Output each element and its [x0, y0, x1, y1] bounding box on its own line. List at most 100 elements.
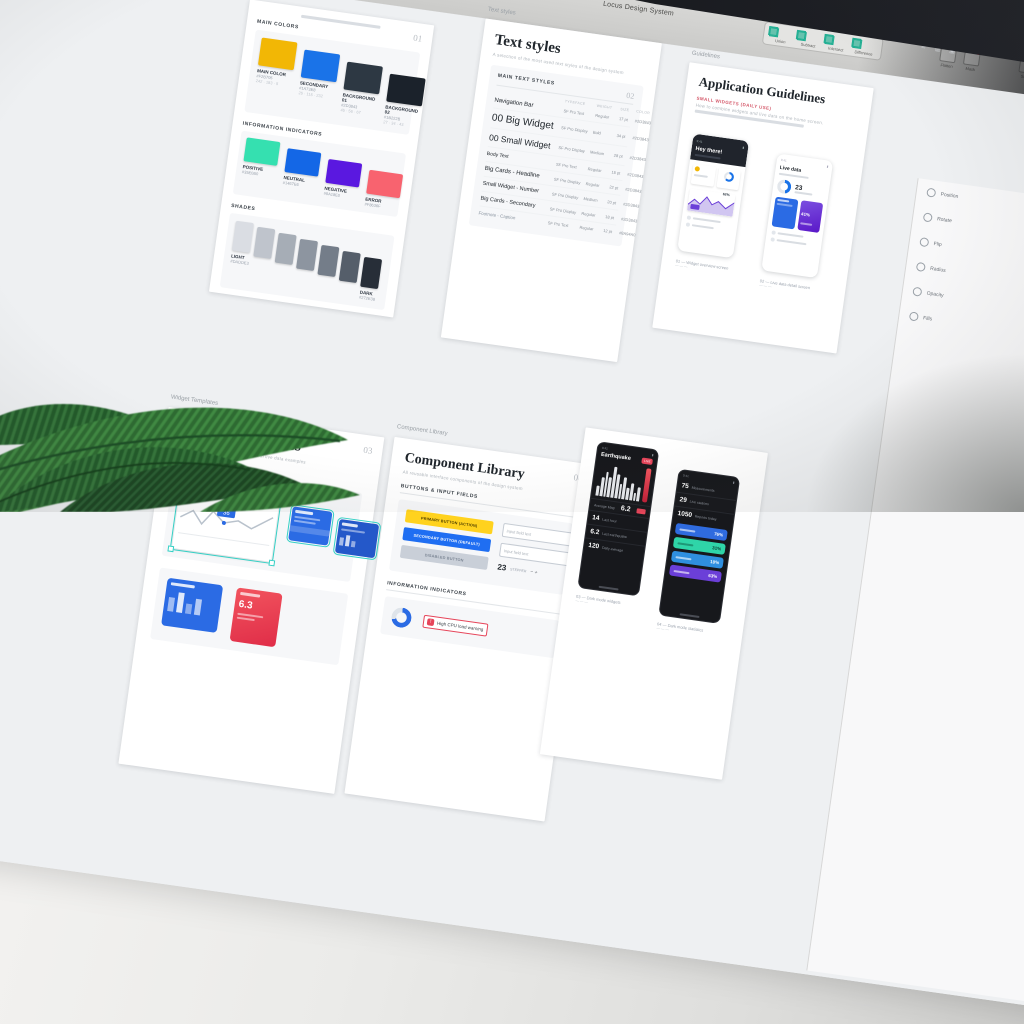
battery-icon: ▥ [934, 46, 941, 54]
battery-icon: ▮ [732, 480, 735, 485]
status-dot [694, 166, 701, 172]
subtract-button[interactable]: Subtract [795, 29, 823, 49]
phone-mockup-widgets[interactable]: 9:41 ▮ Hey there! 62% [677, 133, 750, 259]
trend-chip [636, 508, 646, 515]
shade-swatch[interactable] [253, 226, 276, 260]
stepper-buttons[interactable]: − + [529, 568, 538, 576]
gauge-ring [723, 171, 735, 183]
swatch-background-01[interactable]: BACKGROUND 01 #2D3843 45 · 56 · 67 [339, 61, 383, 123]
wifi-icon: ≋ [920, 44, 927, 51]
radius-icon [915, 261, 926, 273]
swatch-negative[interactable]: NEGATIVE #5A18E0 [323, 158, 363, 205]
swatch-neutral[interactable]: NEUTRAL #1467E6 [281, 148, 322, 199]
battery-icon: ▮ [742, 145, 745, 150]
live-badge: LIVE [641, 457, 653, 465]
red-widget[interactable]: 6.3 [229, 587, 283, 648]
purple-card[interactable]: 41% [796, 200, 824, 233]
phone-caption: 03 — Dark mode widgets — — — [575, 593, 621, 605]
home-indicator [598, 585, 619, 591]
artboard-title-component-library[interactable]: Component Library [396, 424, 448, 438]
artboard-number: 02 [625, 90, 635, 101]
artboard-widget-templates[interactable]: Widget Templates The most used widget la… [118, 407, 385, 794]
shade-dark[interactable]: DARK #272E38 [359, 256, 383, 302]
battery-icon: ▮ [826, 164, 829, 169]
clock-icon: ◔ [963, 49, 968, 56]
selection-handle[interactable] [177, 472, 185, 479]
card-value: 41% [800, 211, 811, 218]
earthquake-bar-chart [595, 462, 643, 502]
alert-icon: ! [426, 617, 435, 626]
blue-widget-template[interactable] [285, 504, 335, 548]
record-dot: ● [976, 51, 981, 58]
blue-widget-template-2[interactable] [332, 516, 382, 561]
time-label: 9:41 [780, 157, 787, 163]
intersect-icon [823, 33, 835, 46]
text-styles-card: MAIN TEXT STYLES 02 TYPEFACE WEIGHT SIZE… [468, 64, 651, 247]
display-icon: ▣ [948, 48, 956, 56]
alert-component[interactable]: ! High CPU load warning [422, 614, 489, 637]
phone-caption: 01 — Widget overview screen — — — [674, 258, 729, 271]
stepper-value: 23 [496, 562, 507, 573]
time-label: 9:41 [682, 473, 690, 479]
list-icon [771, 230, 776, 235]
widget-card[interactable] [690, 163, 716, 187]
time-label: 9:41 [601, 445, 609, 451]
fills-icon [908, 311, 919, 322]
avg-label: Average Mag [593, 502, 615, 510]
phone-caption: 04 — Dark mode statistics — — — [656, 621, 704, 633]
list-icon [686, 215, 692, 220]
home-indicator [679, 613, 700, 619]
gauge-component[interactable] [390, 606, 413, 629]
shade-light[interactable]: LIGHT #DADDE3 [228, 220, 255, 284]
stepper-label: STEPPER [509, 566, 527, 573]
shade-swatch[interactable] [275, 232, 298, 266]
swatch-error[interactable]: ERROR #F8636F [364, 169, 404, 211]
selection-handle[interactable] [278, 486, 286, 494]
artboard-title-widget-templates[interactable]: Widget Templates [170, 394, 219, 407]
widget-value: 6.3 [238, 598, 254, 612]
selection-handle[interactable] [268, 559, 276, 567]
time-label: 9:41 [696, 139, 703, 144]
gauge-ring [776, 178, 793, 195]
intersect-button[interactable]: Intersect [823, 33, 851, 53]
swatch-panel: MAIN COLOR #F2B705 242 · 183 · 5 SECONDA… [244, 29, 426, 135]
chart-widget-template[interactable]: 36 [167, 472, 286, 567]
union-icon [768, 26, 780, 38]
phone-mockup-live-data[interactable]: 9:41 ▮ Live data 23 [761, 153, 834, 279]
area-chart [686, 196, 735, 217]
artboard-guidelines[interactable]: Application Guidelines SMALL WIDGETS (DA… [652, 62, 874, 354]
shade-swatch[interactable] [339, 250, 362, 284]
artboard-main-colors[interactable]: MAIN COLORS 01 MAIN COLOR #F2B705 242 · … [208, 0, 435, 318]
blue-widget-large[interactable] [161, 577, 224, 633]
swatch-background-02[interactable]: BACKGROUND 02 #1B222B 27 · 34 · 43 [383, 73, 426, 130]
phone-mockup-stats[interactable]: 9:41 ▮ 75 Measurements 29 Live stations 1… [658, 468, 741, 624]
widgets-panel: 36 [161, 466, 382, 583]
union-button[interactable]: Union [767, 25, 795, 45]
subtract-icon [795, 29, 807, 42]
selection-handle[interactable] [167, 545, 175, 553]
widgets-panel-2: 6.3 [150, 567, 349, 666]
shade-swatch[interactable] [317, 244, 340, 278]
artboard-title-guidelines[interactable]: Guidelines [691, 50, 721, 61]
avg-value: 6.2 [620, 505, 631, 514]
magnitude-pill [641, 468, 652, 503]
blue-card[interactable] [771, 196, 798, 230]
gauge-widget[interactable]: 62% [715, 167, 741, 197]
position-icon [926, 187, 937, 198]
section-label: MAIN TEXT STYLES [497, 72, 556, 87]
phone-caption: 02 — Live data detail screen — — — [758, 278, 811, 291]
artboard-number: 01 [412, 32, 423, 44]
phone-mockup-earthquake[interactable]: 9:41 ▮ Earthquake LIVE [577, 441, 660, 597]
list-icon [685, 222, 691, 227]
swatch-positive[interactable]: POSITIVE #35E0B0 [240, 137, 281, 193]
flip-icon [919, 237, 930, 248]
shade-swatch[interactable] [296, 238, 319, 272]
swatch-secondary[interactable]: SECONDARY #1A73E8 26 · 115 · 232 [296, 49, 341, 117]
rotate-icon [922, 212, 933, 223]
artboard-text-styles[interactable]: Text styles A selection of the most used… [440, 18, 662, 363]
swatch-main-color[interactable]: MAIN COLOR #F2B705 242 · 183 · 5 [252, 37, 298, 110]
chart-widget[interactable] [686, 188, 736, 217]
